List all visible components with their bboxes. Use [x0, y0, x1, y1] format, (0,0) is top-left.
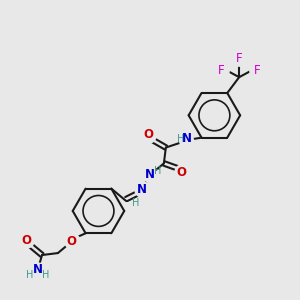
Text: F: F: [218, 64, 225, 77]
Text: O: O: [143, 128, 153, 141]
Text: H: H: [154, 166, 162, 176]
Text: N: N: [137, 183, 147, 196]
Text: F: F: [254, 64, 260, 77]
Text: O: O: [177, 166, 187, 179]
Text: O: O: [67, 235, 77, 248]
Text: H: H: [177, 134, 184, 144]
Text: H: H: [132, 198, 140, 208]
Text: H: H: [42, 270, 50, 280]
Text: H: H: [26, 270, 34, 280]
Text: F: F: [236, 52, 242, 65]
Text: N: N: [182, 132, 192, 145]
Text: N: N: [145, 168, 155, 181]
Text: N: N: [33, 263, 43, 276]
Text: O: O: [21, 234, 31, 247]
